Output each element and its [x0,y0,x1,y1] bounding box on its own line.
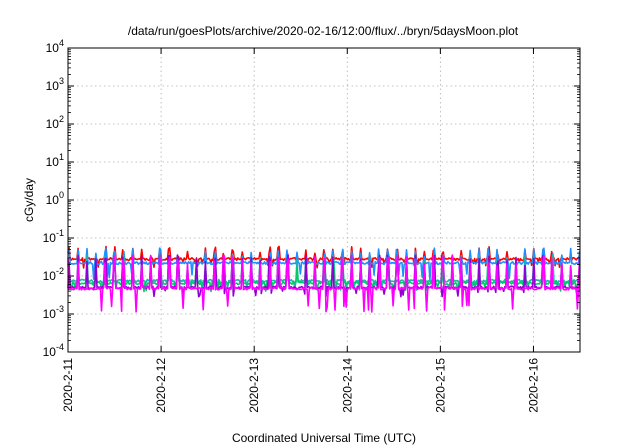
series-line [67,254,581,292]
x-tick-label: 2020-2-16 [526,358,540,413]
y-tick-label: 104 [46,38,64,55]
series-group [67,245,581,313]
y-tick-label: 10-4 [43,342,64,359]
y-tick-label: 100 [46,190,64,207]
y-tick-label: 10-1 [43,228,64,245]
x-axis-label: Coordinated Universal Time (UTC) [232,431,416,445]
y-tick-label: 101 [46,152,64,169]
y-tick-label: 102 [46,114,64,131]
x-tick-label: 2020-2-15 [433,358,447,413]
chart-title: /data/run/goesPlots/archive/2020-02-16/1… [128,24,519,38]
y-tick-label: 10-2 [43,266,64,283]
y-axis-label: cGy/day [22,178,36,222]
grid [68,48,580,352]
y-tick-label: 10-3 [43,304,64,321]
y-tick-label: 103 [46,76,64,93]
series-line [67,254,581,313]
x-tick-label: 2020-2-12 [154,358,168,413]
x-tick-label: 2020-2-14 [340,358,354,413]
x-tick-label: 2020-2-11 [61,358,75,412]
ticks: 104 103 102 101 100 10-1 10-2 10-3 10-42020-2-11… [43,38,580,413]
x-tick-label: 2020-2-13 [247,358,261,413]
